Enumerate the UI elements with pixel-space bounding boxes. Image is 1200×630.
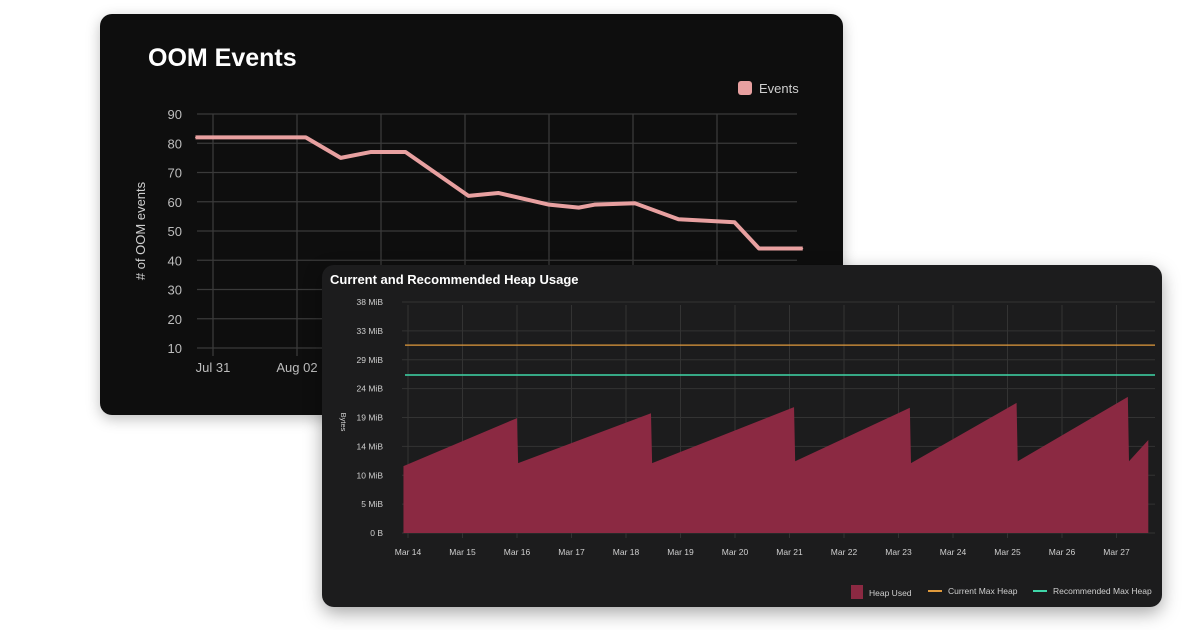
y-tick-label: 30 [168,283,182,298]
x-tick-label: Mar 25 [994,547,1021,557]
y-tick-label: 0 B [370,528,383,538]
events-point [497,192,499,194]
y-tick-label: 70 [168,166,182,181]
events-point [305,136,307,138]
y-tick-label: 33 MiB [357,326,384,336]
x-tick-label: Mar 20 [722,547,749,557]
y-tick-label: 14 MiB [357,441,384,451]
y-tick-label: 10 MiB [357,470,384,480]
oom-chart-title: OOM Events [148,44,297,72]
x-tick-label: Mar 21 [776,547,803,557]
legend-swatch-events [738,81,752,95]
x-tick-label: Mar 14 [395,547,422,557]
legend-swatch-heap-used [851,585,863,599]
x-tick-label: Mar 24 [940,547,967,557]
x-tick-label: Mar 17 [558,547,585,557]
y-axis-label: Bytes [339,413,348,432]
y-tick-label: 5 MiB [361,499,383,509]
heap-usage-panel: Current and Recommended Heap Usage 0 B 5 … [322,265,1162,607]
heap-used-area [403,396,1149,533]
x-tick-label: Mar 23 [885,547,912,557]
events-point [802,248,804,250]
events-point [634,202,636,204]
y-tick-label: 19 MiB [357,413,384,423]
events-point [548,204,550,206]
y-axis-label: # of OOM events [133,181,148,280]
x-tick-label: Mar 16 [504,547,531,557]
legend-label-current-max: Current Max Heap [948,586,1018,596]
x-tick-label: Mar 18 [613,547,640,557]
events-point [594,204,595,206]
y-tick-label: 20 [168,312,182,327]
x-tick-label: Aug 02 [276,360,317,375]
events-point [734,221,735,223]
events-point [578,207,580,209]
heap-usage-chart: 0 B 5 MiB 10 MiB 14 MiB 19 MiB 24 MiB 29 MiB 33… [339,297,1155,599]
events-point [405,151,406,153]
y-tick-label: 38 MiB [357,297,384,307]
x-tick-label: Mar 27 [1103,547,1130,557]
y-tick-label: 10 [168,341,182,356]
y-tick-label: 90 [168,107,182,122]
x-tick-label: Mar 15 [449,547,476,557]
legend-label-recommended-max: Recommended Max Heap [1053,586,1152,596]
x-tick-label: Jul 31 [196,360,231,375]
x-tick-label: Mar 22 [831,547,858,557]
legend-label-events: Events [759,81,799,96]
y-tick-label: 80 [168,136,182,151]
y-tick-label: 29 MiB [357,355,384,365]
y-tick-label: 40 [168,253,182,268]
events-line [195,135,803,251]
legend-label-heap-used: Heap Used [869,588,912,598]
x-tick-label: Mar 26 [1049,547,1076,557]
y-tick-label: 24 MiB [357,384,384,394]
y-tick-label: 50 [168,224,182,239]
events-point [340,157,342,159]
events-point [678,218,679,220]
events-point [468,195,469,197]
events-point [370,151,371,153]
x-tick-label: Mar 19 [667,547,694,557]
events-point [195,136,196,138]
y-tick-label: 60 [168,195,182,210]
heap-chart-title: Current and Recommended Heap Usage [330,272,579,287]
events-point [758,248,760,250]
